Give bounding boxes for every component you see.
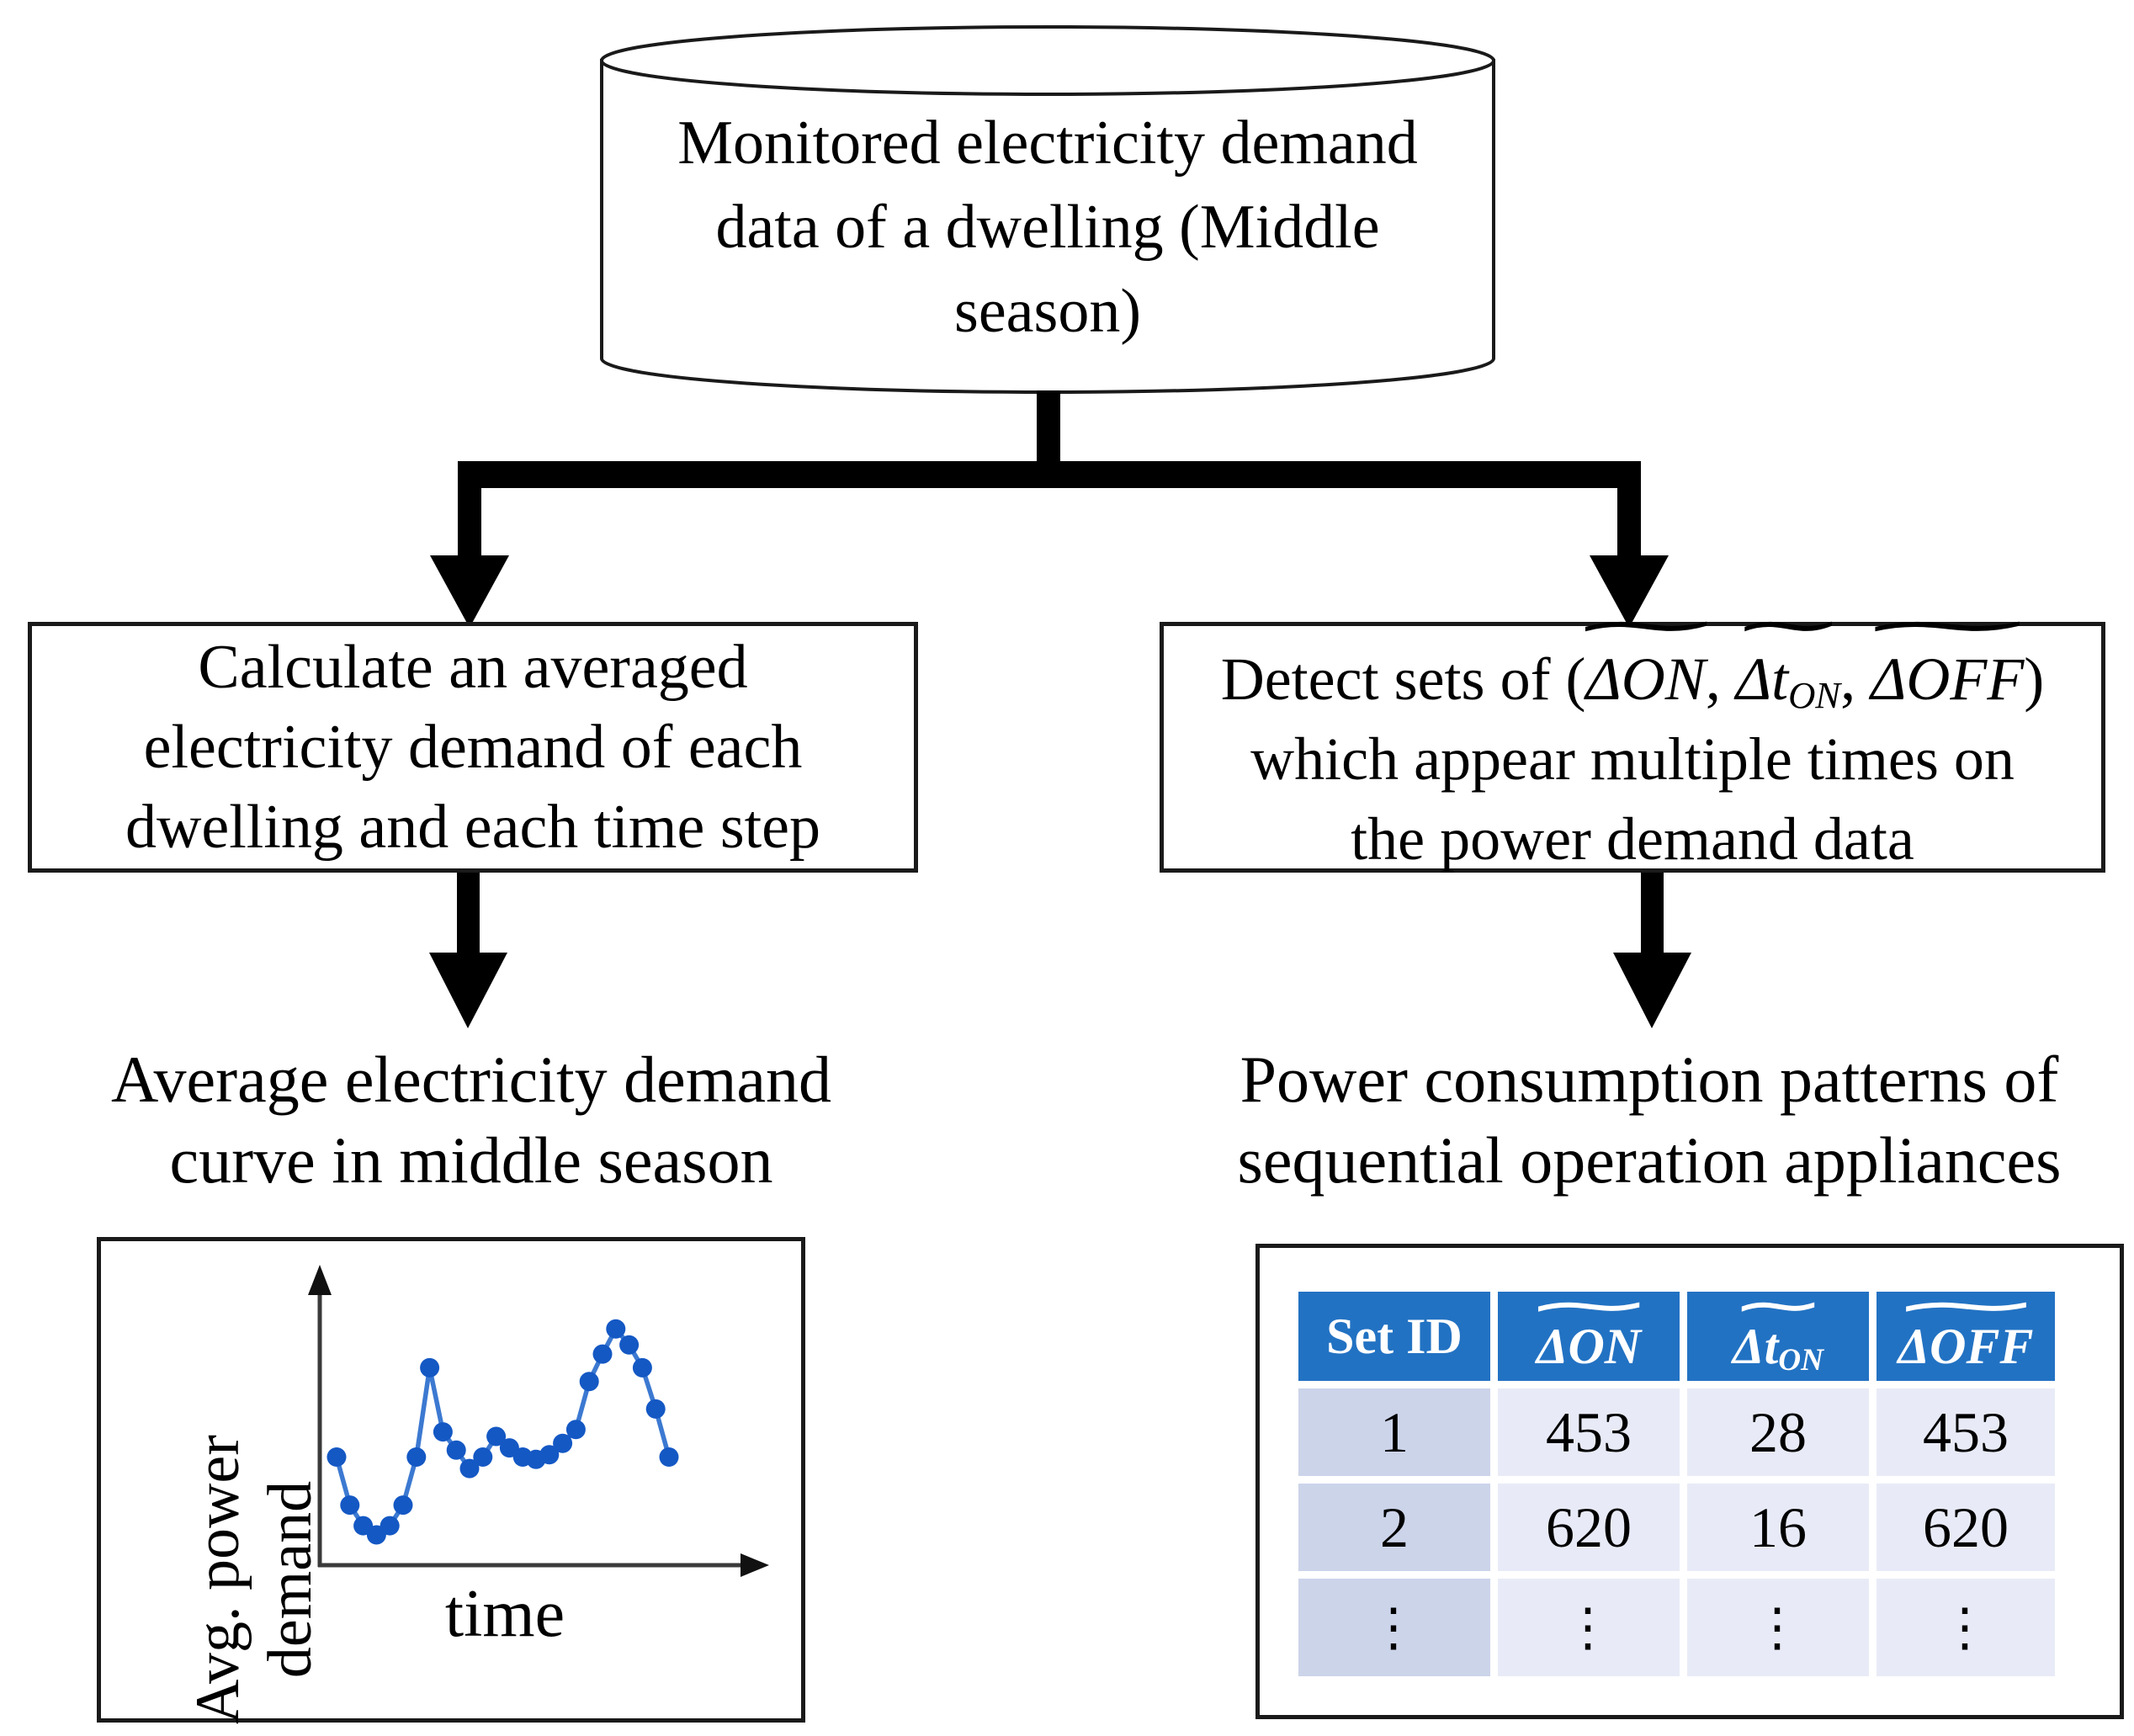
right-result-label-line2: sequential operation appliances (1237, 1123, 2062, 1197)
connector-bar (458, 461, 1641, 488)
right-result-label-line1: Power consumption patterns of (1240, 1043, 2059, 1116)
right-result-arrowhead-icon (1613, 953, 1691, 1028)
demand-point (420, 1357, 440, 1378)
right-result-line (1641, 868, 1664, 958)
widetilde-delta-off: ∼ ΔOFF (1851, 595, 2044, 719)
pattern-table-panel: Set ID ∼ ΔON ∼ ΔtON ∼ ΔOFF 1 453 28 453 2 6… (1255, 1244, 2124, 1719)
delta-on-symbol: ΔON (1585, 645, 1706, 713)
y-axis-arrow-icon (308, 1265, 332, 1295)
demand-point (380, 1516, 400, 1536)
x-axis-arrow-icon (741, 1553, 769, 1577)
x-axis-label: time (444, 1577, 565, 1651)
delta-t-on-symbol: ΔtON (1735, 645, 1841, 716)
demand-point (433, 1422, 453, 1442)
demand-point (659, 1447, 679, 1467)
process-box-average-line2: electricity demand of each (143, 712, 803, 782)
demand-point (446, 1440, 466, 1460)
table-row-cell: ⋮ (1877, 1579, 2055, 1676)
database-label-line2: data of a dwelling (715, 193, 1164, 262)
database-label-line1: Monitored electricity demand (677, 109, 1418, 178)
detect-comma1: , (1705, 645, 1736, 713)
demand-point (459, 1458, 480, 1479)
demand-point (326, 1447, 347, 1467)
table-row-cell: 16 (1687, 1484, 1869, 1571)
demand-point (406, 1447, 427, 1467)
demand-point (473, 1447, 493, 1467)
demand-point (565, 1420, 586, 1440)
table-row-cell: 620 (1498, 1484, 1680, 1571)
database-label-line3: (Middle season) (954, 193, 1380, 346)
header-set-id: Set ID (1298, 1292, 1490, 1381)
demand-point (393, 1495, 413, 1516)
header-delta-on: ∼ ΔON (1498, 1281, 1680, 1381)
demand-point (486, 1426, 507, 1447)
tilde-icon: ∼ (1729, 1277, 1827, 1334)
delta-off-symbol: ΔOFF (1871, 645, 2025, 713)
demand-point (579, 1372, 599, 1392)
left-result-label-line1: Average electricity demand (110, 1043, 832, 1116)
database-label: Monitored electricity demand data of a d… (623, 101, 1473, 353)
table-row-cell: ⋮ (1298, 1579, 1490, 1676)
header-delta-off: ∼ ΔOFF (1877, 1281, 2055, 1381)
left-drop-line (458, 486, 481, 560)
table-row-cell: 1 (1298, 1388, 1490, 1476)
demand-curve-panel: Avg. power demand time (97, 1237, 805, 1724)
connector-stub (1037, 390, 1060, 468)
demand-curve-chart (308, 1265, 769, 1577)
tilde-icon: ∼ (1564, 592, 1728, 660)
demand-point (592, 1344, 613, 1364)
right-drop-line (1617, 486, 1641, 560)
right-result-label: Power consumption patterns of sequential… (1178, 1039, 2121, 1201)
pattern-table: Set ID ∼ ΔON ∼ ΔtON ∼ ΔOFF 1 453 28 453 2 6… (1298, 1281, 2055, 1676)
demand-point (606, 1319, 626, 1339)
process-box-detect-line3: the power demand data (1351, 804, 1914, 873)
demand-point (645, 1399, 666, 1419)
header-delta-t-on: ∼ ΔtON (1687, 1281, 1869, 1381)
process-box-average: Calculate an averaged electricity demand… (28, 622, 918, 873)
table-row-cell: 620 (1877, 1484, 2055, 1571)
table-row-cell: 2 (1298, 1484, 1490, 1571)
widetilde-delta-t-on: ∼ ΔtON (1730, 595, 1847, 719)
tilde-icon: ∼ (1850, 592, 2044, 660)
left-arrowhead-icon (430, 555, 509, 628)
table-row-cell: ⋮ (1687, 1579, 1869, 1676)
process-box-detect-line1: Detect sets of (∼ ΔON, ∼ ΔtON, ∼ ΔOFF) (1164, 595, 2101, 719)
detect-suffix: ) (2024, 645, 2045, 713)
left-result-arrowhead-icon (429, 953, 507, 1028)
table-row-cell: ⋮ (1498, 1579, 1680, 1676)
process-box-detect-line2: which appear multiple times on (1250, 725, 2015, 793)
process-box-average-line1: Calculate an averaged (198, 632, 748, 702)
process-box-detect: Detect sets of (∼ ΔON, ∼ ΔtON, ∼ ΔOFF) whic… (1160, 595, 2105, 873)
process-box-average-line3: dwelling and each time step (125, 792, 821, 862)
demand-series (326, 1319, 679, 1545)
tilde-icon: ∼ (1729, 592, 1847, 660)
demand-point (619, 1335, 640, 1355)
demand-point (539, 1445, 560, 1465)
detect-comma2: , (1840, 645, 1871, 713)
demand-point (632, 1357, 652, 1378)
table-row-cell: 453 (1877, 1388, 2055, 1476)
tilde-icon: ∼ (1885, 1277, 2046, 1334)
left-result-label: Average electricity demand curve in midd… (34, 1039, 909, 1201)
table-row-cell: 453 (1498, 1388, 1680, 1476)
widetilde-delta-on: ∼ ΔON (1564, 595, 1727, 719)
database-cylinder-top (600, 25, 1495, 96)
left-result-label-line2: curve in middle season (169, 1123, 773, 1197)
demand-point (553, 1433, 573, 1453)
demand-point (340, 1495, 360, 1516)
tilde-icon: ∼ (1521, 1277, 1657, 1334)
left-result-line (457, 868, 480, 958)
detect-prefix: Detect sets of ( (1220, 645, 1586, 713)
right-arrowhead-icon (1590, 555, 1669, 628)
table-row-cell: 28 (1687, 1388, 1869, 1476)
